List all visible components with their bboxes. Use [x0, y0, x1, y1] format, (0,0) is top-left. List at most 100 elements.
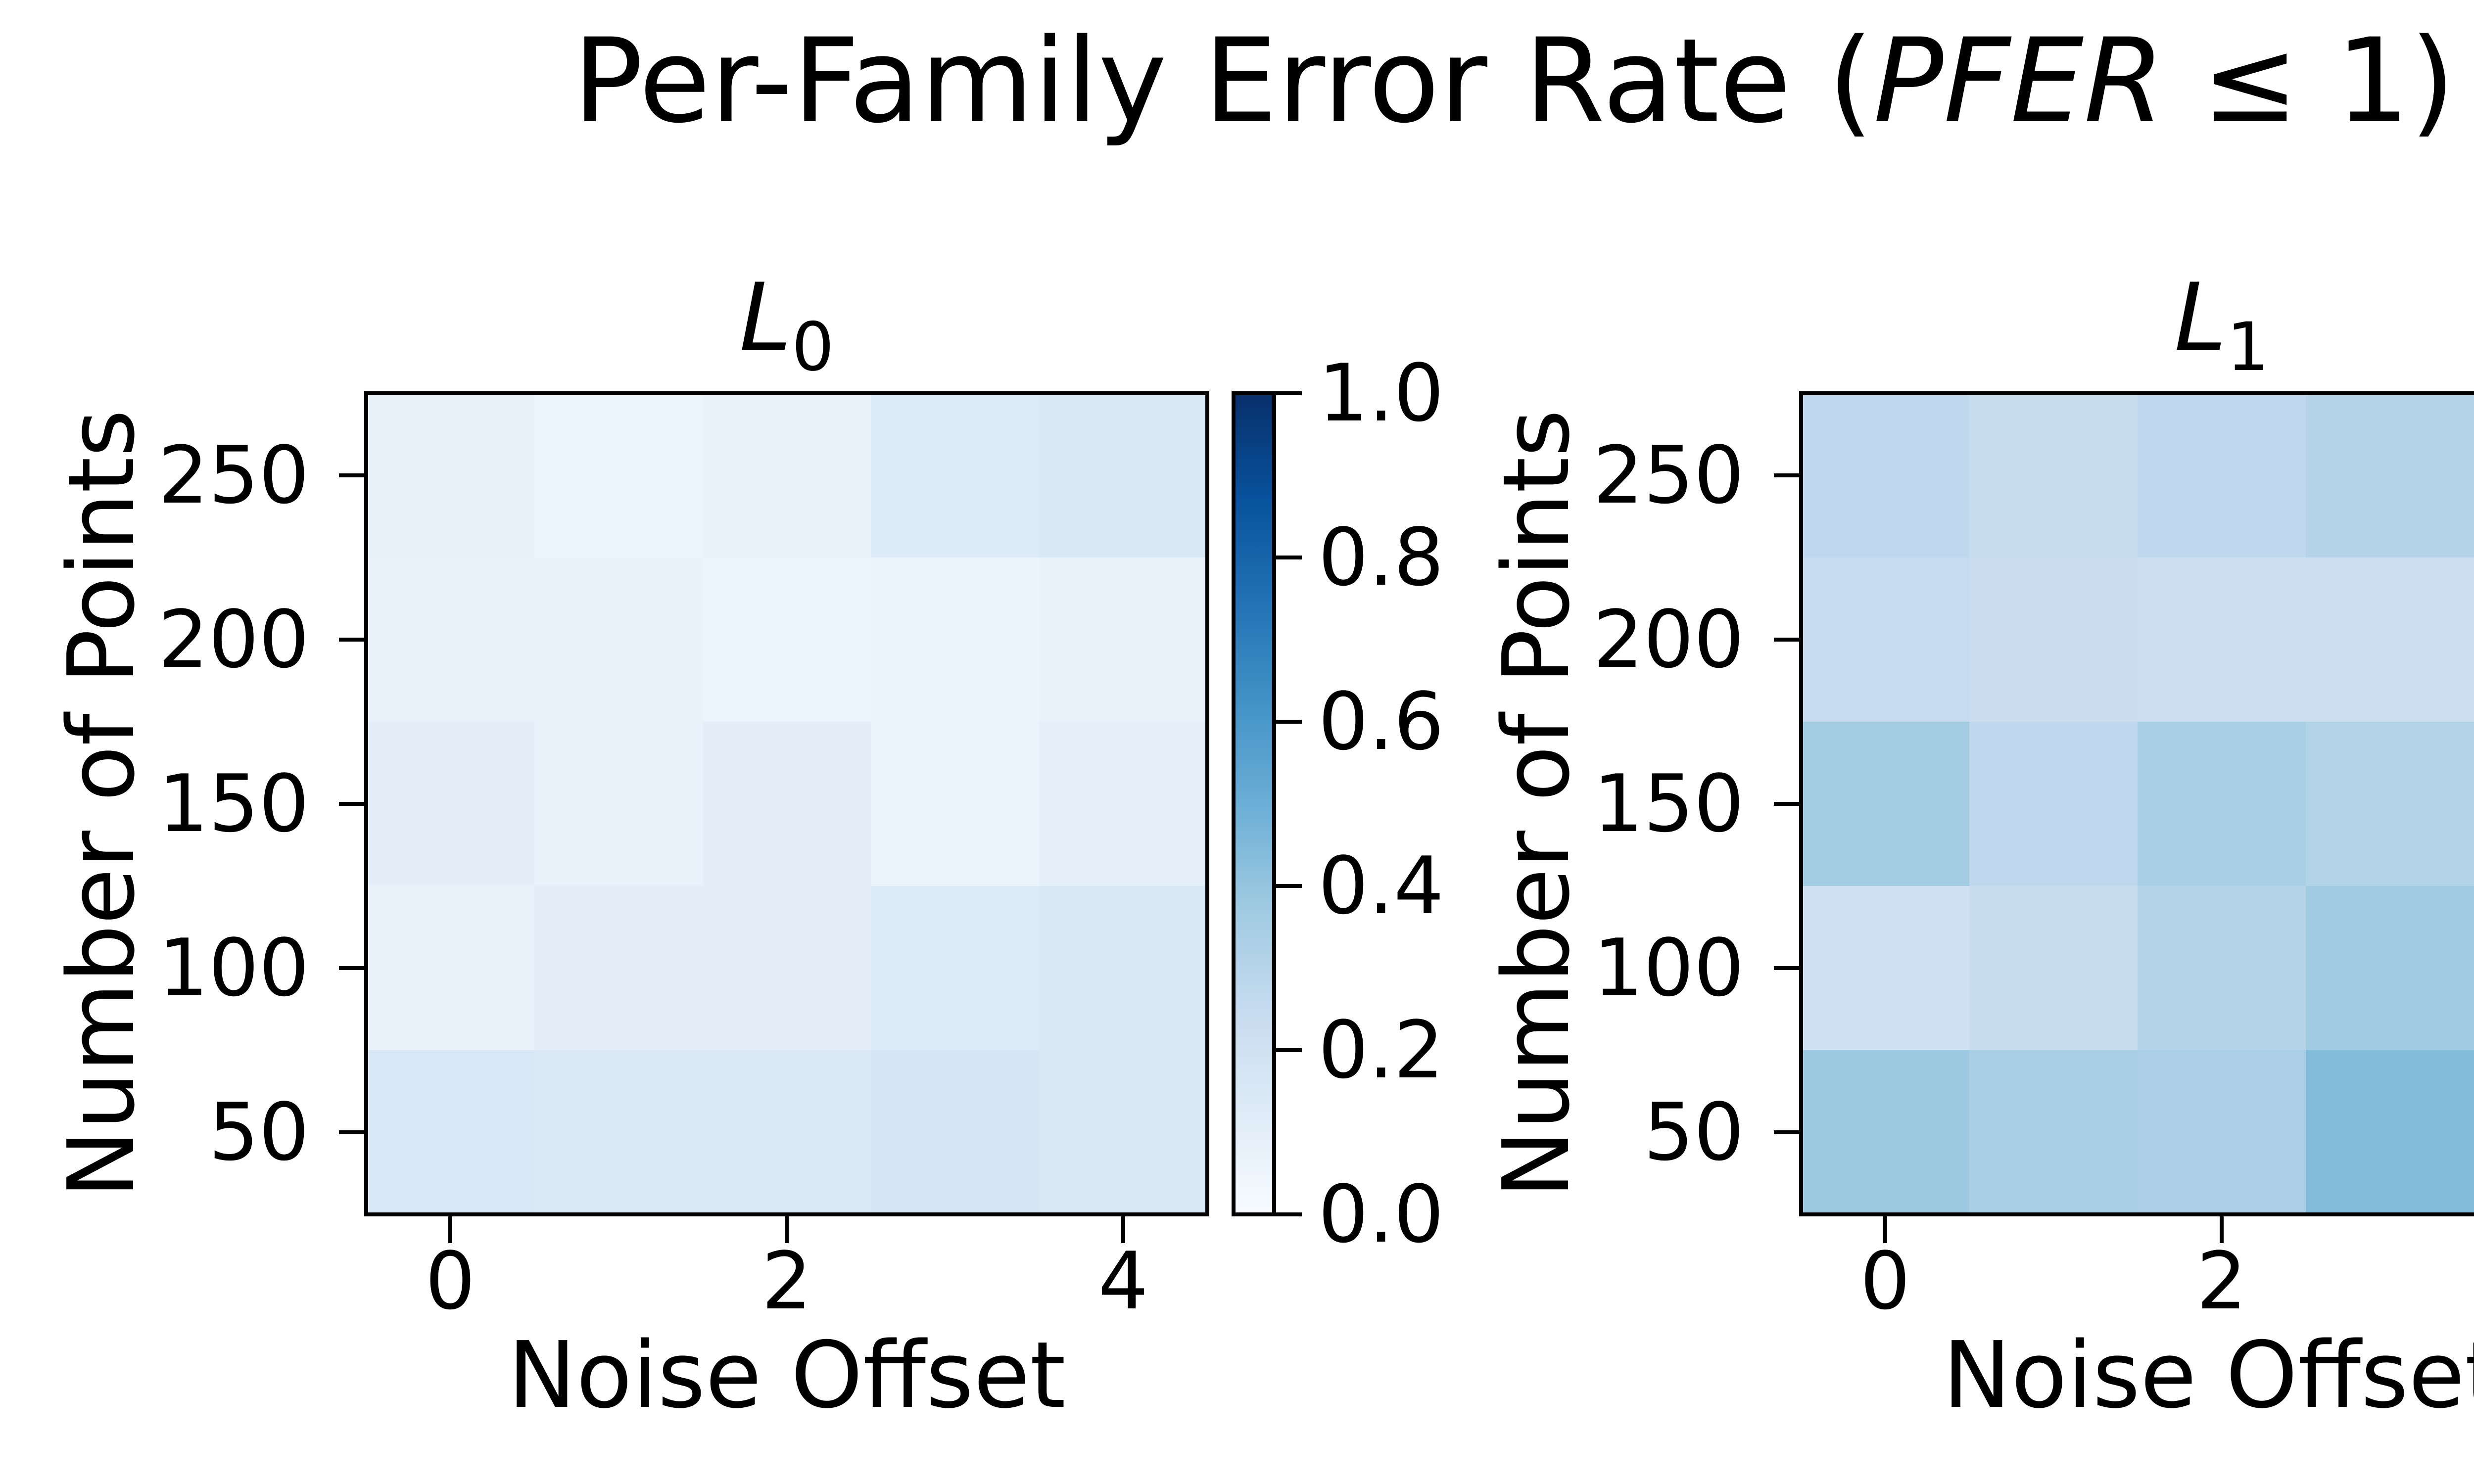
colorbar-tick-mark — [1276, 884, 1302, 888]
y-tick-label: 50 — [1643, 1086, 1744, 1178]
y-tick-label: 250 — [1593, 429, 1744, 521]
heatmap-cell — [2306, 722, 2474, 886]
heatmap-cell — [1969, 1050, 2138, 1214]
heatmap-cell — [1039, 393, 1207, 557]
heatmap-cell — [2138, 1050, 2306, 1214]
heatmap-cell — [366, 886, 534, 1050]
heatmap-cell — [703, 886, 871, 1050]
heatmap-cell — [1969, 393, 2138, 557]
heatmap-cell — [1801, 886, 1969, 1050]
heatmap-cell — [703, 722, 871, 886]
colorbar-tick-label: 0.2 — [1318, 1004, 1444, 1096]
subplot-0-title: L0 — [739, 271, 834, 381]
y-tick-mark — [1774, 966, 1801, 970]
heatmap-cell — [534, 722, 703, 886]
heatmap-cell — [534, 1050, 703, 1214]
x-tick-label: 2 — [761, 1235, 812, 1327]
subplot-0-title-subscript: 0 — [791, 308, 834, 386]
x-tick-mark — [785, 1214, 789, 1243]
figure-title-italic: PFER — [1873, 14, 2165, 149]
figure-title-suffix: ≤ 1) — [2164, 14, 2456, 149]
heatmap-cell — [871, 1050, 1039, 1214]
y-tick-mark — [1774, 802, 1801, 806]
heatmap-cell — [1039, 722, 1207, 886]
y-tick-label: 200 — [158, 593, 309, 686]
y-tick-mark — [1774, 473, 1801, 477]
heatmap-cell — [366, 557, 534, 722]
colorbar-tick-mark — [1276, 556, 1302, 559]
x-tick-mark — [2220, 1214, 2224, 1243]
colorbar-tick-mark — [1276, 1048, 1302, 1052]
heatmap-cell — [2138, 557, 2306, 722]
heatmap-cell — [1969, 557, 2138, 722]
x-tick-label: 0 — [1860, 1235, 1910, 1327]
y-tick-mark — [339, 473, 366, 477]
heatmap-cell — [2138, 722, 2306, 886]
y-tick-label: 150 — [1593, 757, 1744, 850]
x-tick-label: 2 — [2196, 1235, 2247, 1327]
subplot-0-title-base: L — [739, 263, 792, 372]
heatmap-cell — [1801, 393, 1969, 557]
y-tick-label: 150 — [158, 757, 309, 850]
colorbar-tick-label: 0.0 — [1318, 1168, 1444, 1260]
heatmap-cell — [2138, 393, 2306, 557]
y-tick-mark — [339, 802, 366, 806]
heatmap-cell — [366, 722, 534, 886]
heatmap-cell — [2138, 886, 2306, 1050]
heatmap-cell — [534, 393, 703, 557]
heatmap-cell — [703, 1050, 871, 1214]
heatmap-cell — [2306, 557, 2474, 722]
colorbar-tick-label: 0.4 — [1318, 839, 1444, 932]
subplot-0-heatmap — [366, 393, 1207, 1214]
colorbar-tick-label: 0.6 — [1318, 675, 1444, 768]
heatmap-cell — [1801, 557, 1969, 722]
x-tick-label: 0 — [425, 1235, 476, 1327]
colorbar-tick-mark — [1276, 1212, 1302, 1216]
colorbar-tick-label: 1.0 — [1318, 347, 1444, 439]
y-tick-mark — [339, 1130, 366, 1134]
colorbar-tick-mark — [1276, 391, 1302, 395]
heatmap-cell — [1801, 1050, 1969, 1214]
heatmap-cell — [703, 393, 871, 557]
y-tick-mark — [339, 966, 366, 970]
heatmap-cell — [871, 393, 1039, 557]
y-tick-mark — [339, 638, 366, 642]
figure-title-prefix: Per-Family Error Rate ( — [572, 14, 1873, 149]
heatmap-cell — [366, 393, 534, 557]
subplot-1-axes-border — [1799, 391, 2474, 1216]
heatmap-cell — [871, 886, 1039, 1050]
heatmap-cell — [2306, 886, 2474, 1050]
subplot-1-title: L1 — [2174, 271, 2269, 381]
subplot-1-heatmap — [1801, 393, 2474, 1214]
heatmap-cell — [1969, 722, 2138, 886]
y-tick-label: 50 — [208, 1086, 309, 1178]
heatmap-cell — [534, 557, 703, 722]
y-tick-label: 100 — [1593, 922, 1744, 1014]
heatmap-cell — [1039, 557, 1207, 722]
heatmap-cell — [1969, 886, 2138, 1050]
colorbar-tick-label: 0.8 — [1318, 511, 1444, 603]
figure-title: Per-Family Error Rate (PFER ≤ 1) — [573, 20, 2455, 143]
y-tick-label: 200 — [1593, 593, 1744, 686]
heatmap-cell — [534, 886, 703, 1050]
heatmap-cell — [2306, 1050, 2474, 1214]
y-tick-label: 250 — [158, 429, 309, 521]
subplot-0-colorbar — [1232, 391, 1276, 1216]
x-tick-mark — [1121, 1214, 1125, 1243]
colorbar-tick-mark — [1276, 720, 1302, 724]
subplot-1-xlabel: Noise Offset — [1943, 1322, 2474, 1429]
heatmap-cell — [1801, 722, 1969, 886]
heatmap-cell — [871, 722, 1039, 886]
heatmap-cell — [871, 557, 1039, 722]
heatmap-cell — [703, 557, 871, 722]
heatmap-cell — [366, 1050, 534, 1214]
subplot-1-title-subscript: 1 — [2226, 308, 2269, 386]
heatmap-cell — [1039, 1050, 1207, 1214]
x-tick-mark — [448, 1214, 452, 1243]
y-tick-label: 100 — [158, 922, 309, 1014]
heatmap-cell — [2306, 393, 2474, 557]
subplot-0-xlabel: Noise Offset — [508, 1322, 1066, 1429]
subplot-0-axes-border — [364, 391, 1209, 1216]
heatmap-cell — [1039, 886, 1207, 1050]
